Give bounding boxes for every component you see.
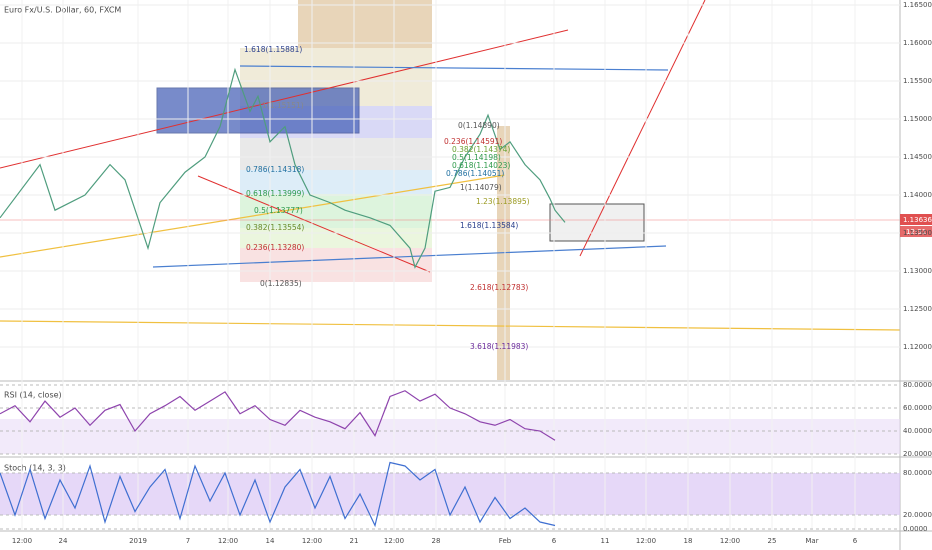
y-tick-label: 40.0000: [903, 427, 932, 435]
price-badge: [900, 214, 932, 225]
fib-label: 0.382(1.14374): [452, 145, 510, 154]
stoch-band: [0, 473, 900, 515]
fib-label: 0(1.14890): [458, 121, 500, 130]
y-tick-label: 60.0000: [903, 404, 932, 412]
fib-zone: [240, 194, 432, 228]
x-tick-label: 18: [684, 537, 693, 545]
fib-label: 0(1.12835): [260, 279, 302, 288]
y-tick-label: 20.0000: [903, 450, 932, 458]
y-tick-label: 1.14500: [903, 153, 932, 161]
fib-label: 0.786(1.14051): [446, 169, 504, 178]
y-tick-label: 1.15000: [903, 115, 932, 123]
y-tick-label: 80.0000: [903, 469, 932, 477]
x-tick-label: 2019: [129, 537, 147, 545]
fib-label: 1.23(1.13895): [476, 197, 530, 206]
fib-label: 1(1.15151): [262, 101, 304, 110]
x-tick-label: Mar: [805, 537, 818, 545]
x-tick-label: 25: [768, 537, 777, 545]
fib-label: 0.382(1.13554): [246, 223, 304, 232]
fib-label: 0.236(1.14591): [444, 137, 502, 146]
x-tick-label: 6: [853, 537, 858, 545]
y-tick-label: 80.0000: [903, 381, 932, 389]
x-tick-label: 12:00: [218, 537, 238, 545]
trend-line: [197, 175, 431, 273]
y-tick-label: 1.13500: [903, 229, 932, 237]
countdown: 12:31: [906, 228, 926, 236]
rsi-band: [0, 419, 900, 454]
y-tick-label: 20.0000: [903, 511, 932, 519]
fib-label: 1(1.14079): [460, 183, 502, 192]
rectangle: [156, 87, 360, 134]
x-tick-label: 12:00: [384, 537, 404, 545]
y-tick-label: 1.16500: [903, 1, 932, 9]
series-line: [0, 390, 556, 441]
x-tick-label: 14: [266, 537, 275, 545]
rectangle: [549, 203, 645, 242]
x-tick-label: 21: [350, 537, 359, 545]
y-tick-label: 1.15500: [903, 77, 932, 85]
x-tick-label: 12:00: [302, 537, 322, 545]
stoch-title: Stoch (14, 3, 3): [4, 464, 66, 473]
x-tick-label: 24: [59, 537, 68, 545]
y-tick-label: 0.0000: [903, 525, 928, 533]
fib-label: 2.618(1.12783): [470, 283, 528, 292]
last-price: 1.13636: [903, 216, 932, 224]
fib-label: 0.5(1.14198): [452, 153, 501, 162]
arrow-line: [152, 245, 667, 268]
trend-line: [0, 29, 569, 169]
y-tick-label: 1.16000: [903, 39, 932, 47]
x-tick-label: 12:00: [12, 537, 32, 545]
fib-label: 0.618(1.13999): [246, 189, 304, 198]
fib-label: 0.5(1.13777): [254, 206, 303, 215]
y-tick-label: 1.14000: [903, 191, 932, 199]
series-line: [0, 67, 566, 269]
trend-line: [0, 320, 901, 331]
y-tick-label: 1.12000: [903, 343, 932, 351]
fib-label: 1.618(1.15881): [244, 45, 302, 54]
x-tick-label: 6: [552, 537, 557, 545]
fib-label: 0.786(1.14318): [246, 165, 304, 174]
fib-zone: [240, 170, 432, 194]
fib-label: 0.618(1.14023): [452, 161, 510, 170]
fib-label: 3.618(1.11983): [470, 342, 528, 351]
x-tick-label: 7: [186, 537, 190, 545]
fib-label: 1.618(1.13584): [460, 221, 518, 230]
fib-label: 0.236(1.13280): [246, 243, 304, 252]
fib-zone: [240, 248, 432, 282]
arrow-line: [239, 65, 669, 71]
series-line: [0, 461, 556, 528]
countdown-badge: [900, 226, 932, 237]
x-tick-label: 12:00: [720, 537, 740, 545]
fib-zone: [298, 0, 432, 48]
trend-line: [0, 174, 506, 258]
fib-zone: [240, 138, 432, 170]
y-tick-label: 1.12500: [903, 305, 932, 313]
x-tick-label: Feb: [499, 537, 512, 545]
x-tick-label: 12:00: [636, 537, 656, 545]
x-tick-label: 11: [601, 537, 610, 545]
x-tick-label: 28: [432, 537, 441, 545]
rsi-title: RSI (14, close): [4, 391, 62, 400]
y-tick-label: 1.13000: [903, 267, 932, 275]
